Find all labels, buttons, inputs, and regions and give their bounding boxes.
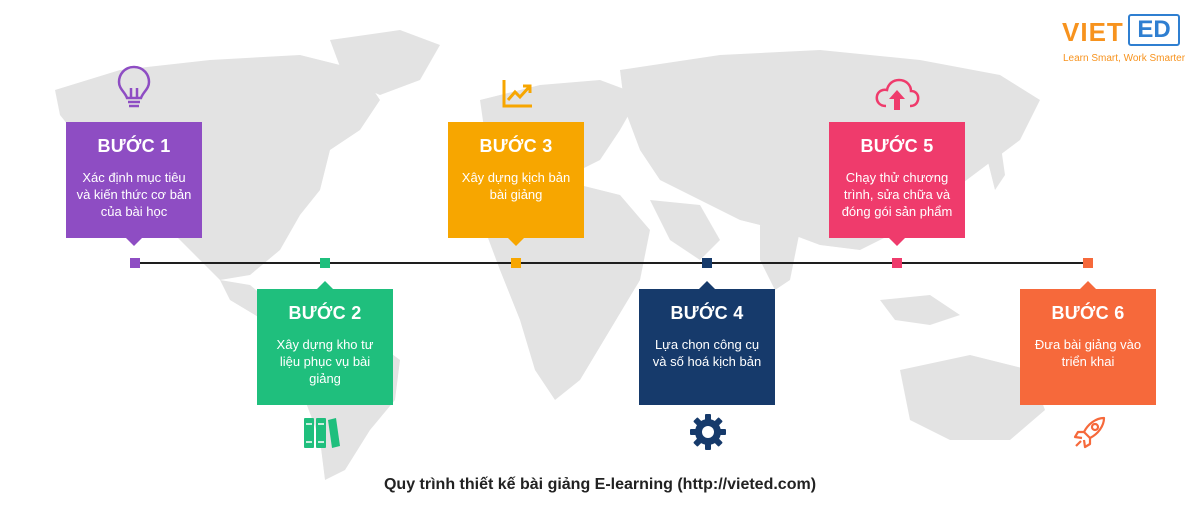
- step-1-box: BƯỚC 1 Xác định mục tiêu và kiến thức cơ…: [66, 122, 202, 246]
- step-6-box: BƯỚC 6 Đưa bài giảng vào triển khai: [1020, 281, 1156, 405]
- vieted-logo: VIET ED Learn Smart, Work Smarter: [1062, 14, 1186, 74]
- step-1-desc: Xác định mục tiêu và kiến thức cơ bản củ…: [76, 170, 192, 219]
- step-1-pointer: [126, 238, 142, 246]
- timeline-dot-1: [130, 258, 140, 268]
- timeline-dot-2: [320, 258, 330, 268]
- step-5-desc: Chạy thử chương trình, sửa chữa và đóng …: [841, 170, 953, 219]
- books-icon: [304, 418, 340, 448]
- timeline-dot-6: [1083, 258, 1093, 268]
- step-4-box: BƯỚC 4 Lựa chọn công cụ và số hoá kịch b…: [639, 281, 775, 405]
- step-5-pointer: [889, 238, 905, 246]
- step-6-desc: Đưa bài giảng vào triển khai: [1034, 337, 1142, 369]
- timeline-dot-4: [702, 258, 712, 268]
- rocket-icon: [1073, 416, 1106, 449]
- diagram-caption: Quy trình thiết kế bài giảng E-learning …: [383, 476, 817, 493]
- timeline-line: [134, 262, 1089, 264]
- step-4-pointer: [699, 281, 715, 289]
- step-4-desc: Lựa chọn công cụ và số hoá kịch bản: [652, 337, 762, 369]
- step-6-title: BƯỚC 6: [1051, 303, 1125, 323]
- step-3-title: BƯỚC 3: [479, 136, 553, 156]
- growth-chart-icon: [502, 80, 532, 108]
- lightbulb-icon: [117, 65, 151, 108]
- step-3-pointer: [508, 238, 524, 246]
- logo-viet-text: VIET: [1062, 17, 1124, 47]
- cloud-upload-icon: [875, 78, 920, 110]
- step-5-box: BƯỚC 5 Chạy thử chương trình, sửa chữa v…: [829, 122, 965, 246]
- timeline-dot-3: [511, 258, 521, 268]
- step-5-title: BƯỚC 5: [860, 136, 934, 156]
- step-6-pointer: [1080, 281, 1096, 289]
- step-1-title: BƯỚC 1: [97, 136, 171, 156]
- step-2-title: BƯỚC 2: [288, 303, 362, 323]
- timeline-dot-5: [892, 258, 902, 268]
- logo-tagline: Learn Smart, Work Smarter: [1063, 53, 1186, 64]
- step-3-box: BƯỚC 3 Xây dựng kịch bản bài giảng: [448, 122, 584, 246]
- step-2-pointer: [317, 281, 333, 289]
- step-4-title: BƯỚC 4: [670, 303, 744, 323]
- gear-icon: [690, 414, 726, 450]
- step-2-desc: Xây dựng kho tư liệu phục vụ bài giảng: [276, 337, 374, 386]
- logo-ed-text: ED: [1128, 14, 1180, 46]
- step-3-desc: Xây dựng kịch bản bài giảng: [461, 170, 571, 202]
- step-2-box: BƯỚC 2 Xây dựng kho tư liệu phục vụ bài …: [257, 281, 393, 405]
